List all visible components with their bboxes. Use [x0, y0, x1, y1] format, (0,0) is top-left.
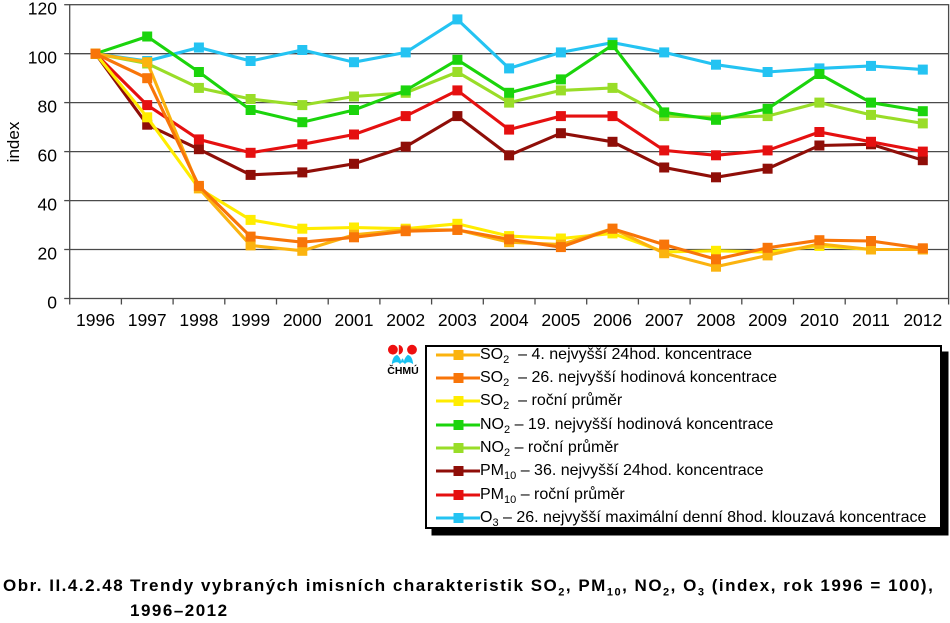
svg-text:1996: 1996 — [76, 310, 115, 330]
svg-text:40: 40 — [38, 195, 58, 215]
svg-text:1997: 1997 — [128, 310, 167, 330]
svg-text:2010: 2010 — [800, 310, 839, 330]
svg-text:20: 20 — [38, 244, 58, 264]
svg-text:2005: 2005 — [541, 310, 580, 330]
svg-text:2009: 2009 — [748, 310, 787, 330]
svg-text:2011: 2011 — [852, 310, 890, 330]
svg-text:120: 120 — [28, 0, 57, 19]
svg-text:80: 80 — [38, 97, 58, 117]
svg-text:2004: 2004 — [490, 310, 529, 330]
svg-text:1999: 1999 — [231, 310, 270, 330]
svg-text:2000: 2000 — [283, 310, 322, 330]
svg-text:2006: 2006 — [593, 310, 632, 330]
svg-text:2001: 2001 — [335, 310, 374, 330]
svg-text:2007: 2007 — [645, 310, 684, 330]
svg-text:index: index — [4, 121, 23, 162]
svg-text:2003: 2003 — [438, 310, 477, 330]
svg-text:0: 0 — [47, 293, 57, 313]
svg-text:2002: 2002 — [386, 310, 425, 330]
svg-text:2008: 2008 — [697, 310, 736, 330]
svg-text:2012: 2012 — [903, 310, 942, 330]
svg-text:1998: 1998 — [179, 310, 218, 330]
svg-text:60: 60 — [38, 146, 58, 166]
svg-text:100: 100 — [28, 48, 57, 68]
